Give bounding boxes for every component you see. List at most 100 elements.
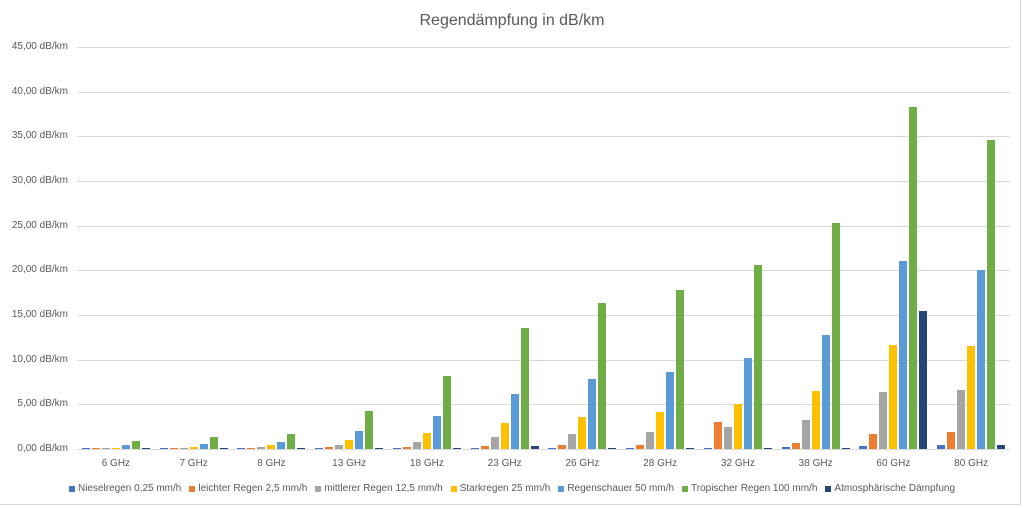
bar[interactable] bbox=[247, 447, 256, 449]
bar[interactable] bbox=[753, 264, 762, 449]
legend-swatch-icon bbox=[450, 485, 457, 492]
legend-label: Nieselregen 0,25 mm/h bbox=[77, 483, 182, 494]
y-tick-label: 15,00 dB/km bbox=[11, 309, 68, 320]
bar[interactable] bbox=[686, 447, 695, 449]
bar[interactable] bbox=[879, 391, 888, 449]
bar[interactable] bbox=[588, 379, 597, 449]
chart-title: Regendämpfung in dB/km bbox=[419, 12, 605, 29]
bar[interactable] bbox=[510, 393, 519, 449]
bar[interactable] bbox=[558, 444, 567, 449]
bar[interactable] bbox=[500, 423, 509, 449]
bar[interactable] bbox=[189, 446, 198, 449]
bar[interactable] bbox=[763, 447, 772, 449]
bar[interactable] bbox=[947, 432, 956, 449]
bar[interactable] bbox=[480, 445, 489, 449]
bar[interactable] bbox=[297, 447, 306, 449]
bar[interactable] bbox=[733, 404, 742, 449]
legend-item[interactable]: mittlerer Regen 12,5 mm/h bbox=[315, 483, 443, 494]
bar[interactable] bbox=[977, 270, 986, 449]
bar[interactable] bbox=[713, 422, 722, 449]
bar[interactable] bbox=[909, 106, 918, 449]
bar[interactable] bbox=[548, 447, 557, 449]
bar[interactable] bbox=[791, 442, 800, 449]
bar[interactable] bbox=[859, 445, 868, 449]
bar[interactable] bbox=[967, 346, 976, 449]
bar[interactable] bbox=[568, 433, 577, 449]
bar[interactable] bbox=[325, 447, 334, 449]
bar[interactable] bbox=[919, 310, 928, 449]
bar[interactable] bbox=[442, 375, 451, 449]
bar[interactable] bbox=[179, 447, 188, 449]
bar[interactable] bbox=[821, 334, 830, 449]
bar[interactable] bbox=[141, 447, 150, 449]
bar[interactable] bbox=[743, 357, 752, 449]
bar[interactable] bbox=[646, 432, 655, 449]
legend-item[interactable]: Regenschauer 50 mm/h bbox=[558, 483, 674, 494]
bar[interactable] bbox=[470, 447, 479, 449]
bar[interactable] bbox=[676, 290, 685, 449]
legend-item[interactable]: Nieselregen 0,25 mm/h bbox=[68, 483, 182, 494]
bar[interactable] bbox=[899, 261, 908, 449]
bar[interactable] bbox=[937, 444, 946, 449]
bar[interactable] bbox=[723, 426, 732, 449]
bar[interactable] bbox=[801, 419, 810, 449]
x-tick-label: 13 GHz bbox=[332, 458, 367, 469]
bar[interactable] bbox=[111, 447, 120, 449]
bar-group bbox=[466, 0, 544, 449]
bar[interactable] bbox=[267, 445, 276, 449]
bar[interactable] bbox=[666, 372, 675, 449]
bar[interactable] bbox=[287, 433, 296, 449]
bar[interactable] bbox=[841, 447, 850, 449]
bar[interactable] bbox=[703, 447, 712, 449]
x-tick-label: 18 GHz bbox=[409, 458, 444, 469]
bar[interactable] bbox=[81, 447, 90, 449]
bar[interactable] bbox=[957, 390, 966, 449]
bar[interactable] bbox=[121, 444, 130, 449]
bar[interactable] bbox=[355, 431, 364, 449]
bar[interactable] bbox=[452, 447, 461, 449]
bar[interactable] bbox=[889, 345, 898, 449]
legend-swatch-icon bbox=[558, 485, 565, 492]
bar[interactable] bbox=[237, 447, 246, 449]
bar[interactable] bbox=[365, 410, 374, 449]
legend-item[interactable]: leichter Regen 2,5 mm/h bbox=[189, 483, 307, 494]
bar[interactable] bbox=[869, 433, 878, 449]
bar[interactable] bbox=[831, 223, 840, 449]
bar[interactable] bbox=[626, 447, 635, 449]
bar[interactable] bbox=[277, 441, 286, 449]
x-tick-label: 32 GHz bbox=[720, 458, 755, 469]
bar[interactable] bbox=[997, 445, 1006, 449]
bar[interactable] bbox=[781, 447, 790, 449]
bar[interactable] bbox=[530, 446, 539, 449]
bar[interactable] bbox=[636, 444, 645, 449]
bar[interactable] bbox=[811, 390, 820, 449]
bar[interactable] bbox=[199, 443, 208, 449]
bar[interactable] bbox=[656, 412, 665, 449]
bar[interactable] bbox=[257, 447, 266, 449]
bar[interactable] bbox=[345, 440, 354, 449]
bar[interactable] bbox=[169, 447, 178, 449]
bar[interactable] bbox=[432, 415, 441, 449]
legend-item[interactable]: Atmosphärische Dämpfung bbox=[825, 483, 955, 494]
bar[interactable] bbox=[219, 447, 228, 449]
legend-item[interactable]: Starkregen 25 mm/h bbox=[450, 483, 550, 494]
bar[interactable] bbox=[598, 302, 607, 449]
bar[interactable] bbox=[335, 444, 344, 449]
bar[interactable] bbox=[490, 436, 499, 449]
bar[interactable] bbox=[520, 328, 529, 449]
bar[interactable] bbox=[159, 447, 168, 449]
bar[interactable] bbox=[91, 447, 100, 449]
bar[interactable] bbox=[987, 139, 996, 449]
bar[interactable] bbox=[209, 437, 218, 449]
bar[interactable] bbox=[402, 446, 411, 449]
bar[interactable] bbox=[375, 447, 384, 449]
bar[interactable] bbox=[101, 447, 110, 449]
legend-item[interactable]: Tropischer Regen 100 mm/h bbox=[682, 483, 817, 494]
bar[interactable] bbox=[608, 447, 617, 449]
bar[interactable] bbox=[578, 416, 587, 449]
bar[interactable] bbox=[412, 441, 421, 449]
bar[interactable] bbox=[131, 440, 140, 449]
bar[interactable] bbox=[422, 432, 431, 449]
bar[interactable] bbox=[315, 447, 324, 449]
bar[interactable] bbox=[392, 447, 401, 449]
